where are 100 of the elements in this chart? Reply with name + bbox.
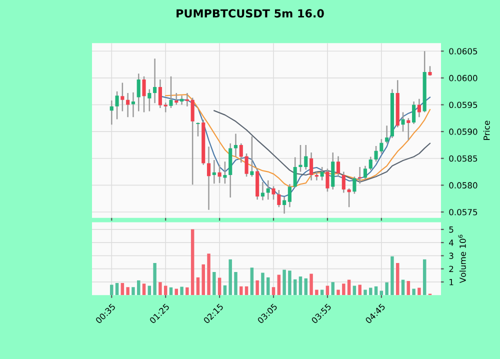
chart-title: PUMPBTCUSDT 5m 16.0 (176, 9, 324, 18)
candlestick (250, 136, 254, 178)
candlestick (234, 133, 238, 158)
candlestick (266, 180, 270, 200)
bar (234, 272, 238, 296)
bar (396, 263, 400, 296)
candlestick (428, 66, 432, 76)
bar (256, 280, 259, 296)
bar (110, 284, 114, 296)
bar (218, 278, 222, 296)
candlestick (326, 168, 330, 192)
candlestick (136, 73, 140, 112)
candlestick (142, 76, 146, 113)
candlestick (347, 188, 351, 208)
y-tick-label: 4 (449, 240, 454, 246)
candlestick (131, 92, 136, 118)
candlestick (126, 92, 130, 118)
candlestick (120, 82, 124, 112)
bar (277, 274, 281, 296)
y-tick-label: 0.0575 (449, 208, 478, 216)
candlestick (310, 152, 314, 181)
bar (212, 272, 216, 296)
bar (240, 286, 243, 296)
y-tick-label: 5 (449, 226, 454, 233)
candlestick (336, 156, 340, 178)
bar (115, 283, 119, 296)
candlestick (358, 166, 362, 184)
bar (272, 287, 276, 296)
bar (385, 282, 388, 296)
y-tick-label: 3 (449, 252, 454, 259)
candlestick (223, 160, 227, 184)
candlestick (293, 156, 297, 188)
y-tick-label: 0.0590 (449, 128, 478, 135)
bar (158, 282, 162, 296)
candlestick (239, 142, 243, 164)
candlestick (385, 125, 389, 144)
bar (132, 287, 135, 296)
bar (336, 290, 340, 296)
y-tick-label: 0.0595 (449, 102, 478, 108)
bar (196, 277, 200, 296)
bar (320, 290, 324, 296)
candlestick (320, 166, 324, 181)
bar (390, 256, 394, 296)
bar (153, 263, 156, 296)
bar (304, 278, 308, 296)
y-axis-title: Price (483, 120, 490, 140)
bar (369, 288, 372, 296)
y-tick-label: 0.0585 (449, 155, 478, 162)
candlestick (314, 171, 318, 181)
bar (315, 290, 318, 296)
candlestick (169, 76, 173, 109)
bar (422, 259, 426, 296)
bar (331, 282, 334, 296)
candlestick (272, 186, 276, 200)
bar (298, 276, 302, 296)
candlestick (277, 189, 281, 208)
candlestick (401, 112, 405, 132)
bar (223, 285, 227, 296)
candlestick (164, 102, 168, 113)
bar (180, 286, 184, 296)
bar (169, 287, 173, 296)
bar (244, 286, 248, 296)
bar (142, 284, 146, 296)
bar (207, 254, 210, 296)
bar (250, 268, 254, 296)
bar (266, 277, 270, 296)
candlestick (206, 146, 211, 210)
y-tick-label: 1 (450, 279, 454, 286)
bar (120, 283, 124, 296)
bar (358, 284, 362, 296)
bar (288, 270, 292, 296)
bar (412, 288, 416, 296)
candlestick (196, 122, 200, 138)
bar (190, 229, 194, 296)
candlestick (212, 159, 216, 184)
candlestick (190, 97, 194, 186)
candlestick (110, 100, 114, 126)
y-tick-label: 0.0605 (449, 48, 478, 54)
bar (364, 290, 367, 296)
bar (401, 280, 405, 296)
candlestick (352, 176, 356, 194)
y-axis-title: Volume 10$^{6}$ (458, 234, 466, 284)
bar (418, 288, 421, 296)
bar (342, 284, 346, 296)
bar (137, 280, 140, 296)
candlestick (244, 152, 248, 178)
bar (374, 286, 378, 296)
candlestick (180, 95, 184, 106)
candlestick (185, 92, 189, 107)
bar (347, 280, 351, 296)
candlestick (342, 171, 346, 194)
bar (228, 259, 232, 296)
candlestick (218, 164, 222, 184)
candlestick (148, 88, 152, 112)
bar (406, 281, 410, 296)
y-tick-label: 0.0580 (449, 182, 478, 188)
bar (261, 272, 264, 296)
candlestick (174, 92, 178, 106)
bar (186, 287, 189, 296)
candlestick (412, 100, 416, 125)
